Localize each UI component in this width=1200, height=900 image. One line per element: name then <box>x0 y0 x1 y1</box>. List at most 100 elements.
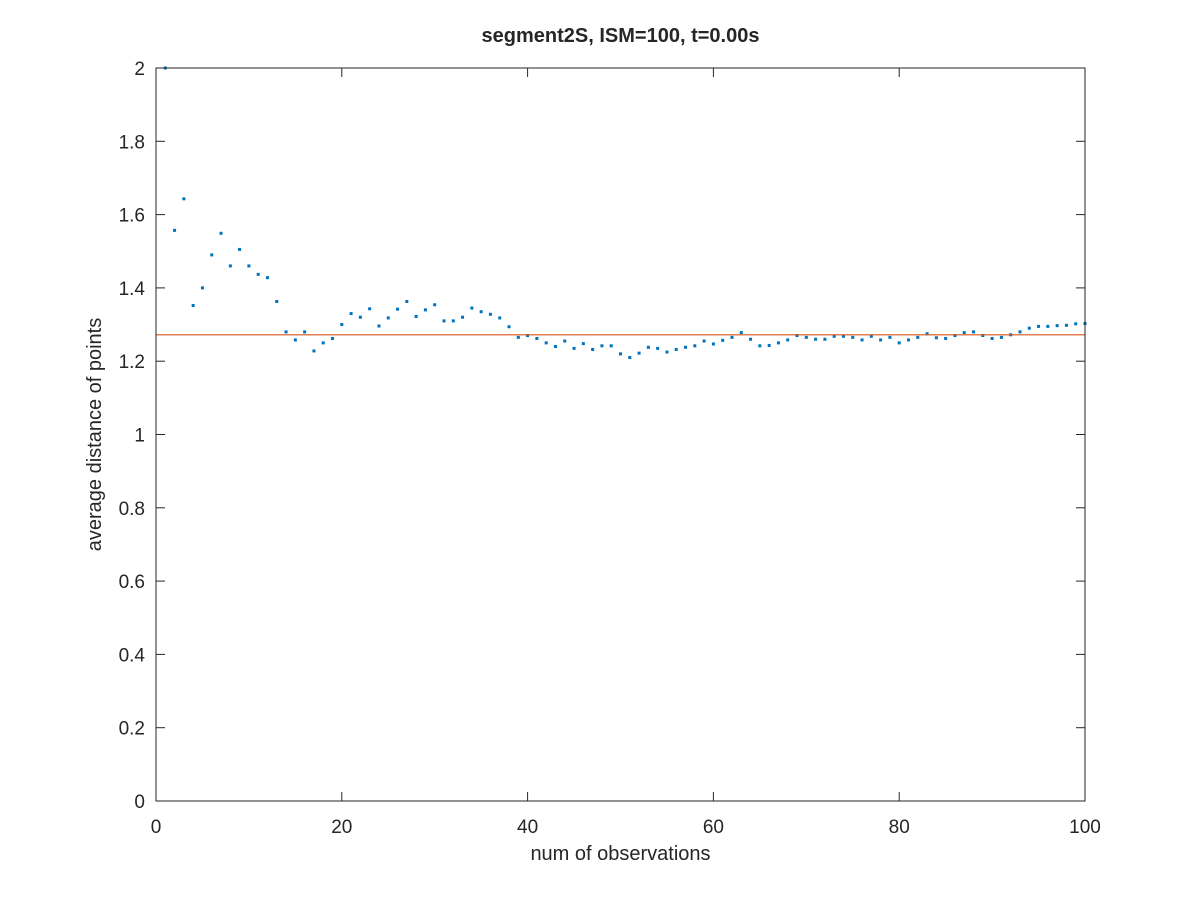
data-point <box>275 299 279 303</box>
data-point <box>906 338 910 342</box>
data-point <box>210 253 214 257</box>
data-point <box>944 336 948 340</box>
data-point <box>646 345 650 349</box>
data-point <box>823 337 827 341</box>
data-point <box>498 316 502 320</box>
y-tick-label: 1.6 <box>119 206 145 227</box>
data-point <box>674 347 678 351</box>
y-tick-label: 2 <box>134 59 145 80</box>
data-point <box>228 264 232 268</box>
y-axis-label: average distance of points <box>84 318 106 552</box>
data-point <box>479 310 483 314</box>
data-point <box>349 312 353 316</box>
data-point <box>934 336 938 340</box>
data-point <box>879 338 883 342</box>
data-point <box>711 342 715 346</box>
data-point <box>442 319 446 323</box>
data-point <box>581 342 585 346</box>
data-point <box>433 303 437 307</box>
data-point <box>451 319 455 323</box>
plot-area <box>156 68 1085 801</box>
x-tick-label: 80 <box>889 817 910 838</box>
data-point <box>293 338 297 342</box>
data-point <box>953 334 957 338</box>
series-layer <box>156 66 1087 360</box>
data-point <box>303 330 307 334</box>
data-point <box>507 325 511 329</box>
data-point <box>1037 324 1041 328</box>
y-tick-label: 0.8 <box>119 499 145 520</box>
data-point <box>265 276 269 280</box>
data-point <box>247 264 251 268</box>
y-tick-label: 1 <box>134 426 145 447</box>
data-point <box>656 346 660 350</box>
x-axis: 0 20 40 60 80 100 <box>151 68 1101 838</box>
data-point <box>693 344 697 348</box>
data-point <box>795 334 799 338</box>
data-point <box>368 307 372 311</box>
data-point <box>238 247 242 251</box>
data-point <box>628 356 632 360</box>
data-point <box>284 330 288 334</box>
data-point <box>572 346 576 350</box>
data-point <box>869 334 873 338</box>
data-point <box>665 350 669 354</box>
data-point <box>591 347 595 351</box>
data-point <box>619 352 622 356</box>
data-point <box>544 341 548 345</box>
data-point <box>767 343 771 347</box>
data-point <box>182 197 186 201</box>
data-point <box>340 323 344 327</box>
data-point <box>832 334 836 338</box>
y-tick-label: 1.4 <box>119 279 146 300</box>
data-point <box>1046 324 1050 328</box>
data-point <box>173 228 177 232</box>
data-point <box>990 336 994 340</box>
data-point <box>860 338 864 342</box>
data-point <box>331 336 335 340</box>
data-point <box>730 335 734 339</box>
data-point <box>888 335 892 339</box>
data-point <box>739 331 743 335</box>
data-point <box>776 341 780 345</box>
data-point <box>897 341 901 345</box>
data-point <box>377 324 381 328</box>
data-point <box>386 316 390 320</box>
data-point <box>1064 323 1068 327</box>
data-point <box>981 334 985 338</box>
data-point <box>702 339 706 343</box>
x-tick-label: 60 <box>703 817 724 838</box>
x-tick-label: 0 <box>151 817 162 838</box>
y-tick-label: 1.8 <box>119 132 145 153</box>
data-point <box>1074 322 1078 326</box>
x-tick-label: 40 <box>517 817 538 838</box>
data-point <box>405 299 409 303</box>
data-point <box>321 341 325 345</box>
chart-title: segment2S, ISM=100, t=0.00s <box>482 25 760 47</box>
data-point <box>312 349 316 353</box>
data-point <box>423 308 427 312</box>
data-point <box>786 338 790 342</box>
data-point <box>721 338 725 342</box>
data-point <box>1018 330 1022 334</box>
x-tick-label: 20 <box>331 817 352 838</box>
data-point <box>972 330 976 334</box>
data-point <box>962 331 966 335</box>
x-axis-label: num of observations <box>530 843 710 865</box>
data-point <box>758 344 762 348</box>
data-point <box>553 345 557 349</box>
data-point <box>488 312 492 316</box>
data-point <box>600 344 604 348</box>
y-tick-label: 0.2 <box>119 719 145 740</box>
data-point <box>916 335 920 339</box>
data-point <box>684 345 688 349</box>
data-point <box>414 314 418 318</box>
data-point <box>841 334 845 338</box>
x-tick-label: 100 <box>1069 817 1101 838</box>
data-point <box>637 351 641 355</box>
data-point <box>814 337 818 341</box>
data-point <box>925 332 929 336</box>
data-point <box>200 286 204 290</box>
data-point <box>219 231 223 235</box>
